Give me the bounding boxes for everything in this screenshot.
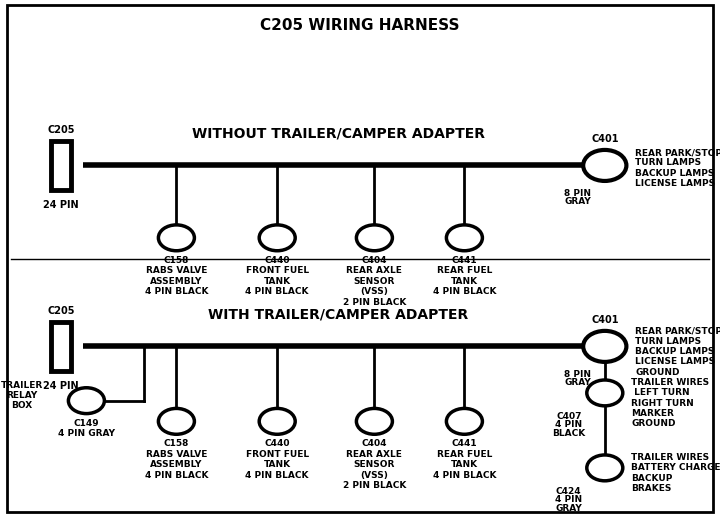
Text: BACKUP LAMPS: BACKUP LAMPS (635, 347, 714, 356)
Circle shape (259, 408, 295, 434)
Circle shape (587, 380, 623, 406)
Text: BLACK: BLACK (552, 429, 585, 437)
Text: LEFT TURN: LEFT TURN (631, 388, 690, 398)
Text: MARKER: MARKER (631, 409, 675, 418)
Text: BRAKES: BRAKES (631, 484, 672, 493)
Text: GROUND: GROUND (631, 419, 676, 429)
Text: C158
RABS VALVE
ASSEMBLY
4 PIN BLACK: C158 RABS VALVE ASSEMBLY 4 PIN BLACK (145, 256, 208, 296)
Circle shape (587, 455, 623, 481)
Circle shape (583, 331, 626, 362)
Text: 8 PIN: 8 PIN (564, 370, 591, 378)
Text: BATTERY CHARGE: BATTERY CHARGE (631, 463, 720, 473)
Text: TRAILER WIRES: TRAILER WIRES (631, 453, 710, 462)
Text: C440
FRONT FUEL
TANK
4 PIN BLACK: C440 FRONT FUEL TANK 4 PIN BLACK (246, 439, 309, 480)
Text: GRAY: GRAY (564, 197, 591, 206)
Bar (51, 322, 71, 371)
Text: TRAILER
RELAY
BOX: TRAILER RELAY BOX (1, 381, 42, 410)
Bar (51, 141, 71, 190)
Text: C424: C424 (556, 487, 582, 496)
Circle shape (68, 388, 104, 414)
Text: RIGHT TURN: RIGHT TURN (631, 399, 694, 408)
Text: C149
4 PIN GRAY: C149 4 PIN GRAY (58, 419, 115, 438)
Text: GROUND: GROUND (635, 368, 680, 377)
Text: TURN LAMPS: TURN LAMPS (635, 337, 701, 346)
Text: 8 PIN: 8 PIN (564, 189, 591, 197)
Text: C401: C401 (591, 134, 618, 144)
Text: C441
REAR FUEL
TANK
4 PIN BLACK: C441 REAR FUEL TANK 4 PIN BLACK (433, 256, 496, 296)
Text: WITHOUT TRAILER/CAMPER ADAPTER: WITHOUT TRAILER/CAMPER ADAPTER (192, 126, 485, 141)
Text: REAR PARK/STOP: REAR PARK/STOP (635, 148, 720, 157)
Text: 24 PIN: 24 PIN (43, 200, 79, 210)
Text: C205 WIRING HARNESS: C205 WIRING HARNESS (260, 18, 460, 34)
Text: C158
RABS VALVE
ASSEMBLY
4 PIN BLACK: C158 RABS VALVE ASSEMBLY 4 PIN BLACK (145, 439, 208, 480)
Text: 4 PIN: 4 PIN (555, 420, 582, 429)
Text: C407: C407 (556, 412, 582, 421)
Text: C205: C205 (48, 125, 75, 134)
Text: GRAY: GRAY (564, 378, 591, 387)
Text: REAR PARK/STOP: REAR PARK/STOP (635, 326, 720, 336)
Text: C440
FRONT FUEL
TANK
4 PIN BLACK: C440 FRONT FUEL TANK 4 PIN BLACK (246, 256, 309, 296)
Text: LICENSE LAMPS: LICENSE LAMPS (635, 357, 715, 367)
Circle shape (446, 225, 482, 251)
Text: C404
REAR AXLE
SENSOR
(VSS)
2 PIN BLACK: C404 REAR AXLE SENSOR (VSS) 2 PIN BLACK (343, 439, 406, 490)
Text: 4 PIN: 4 PIN (555, 495, 582, 504)
Text: TURN LAMPS: TURN LAMPS (635, 158, 701, 168)
Text: C441
REAR FUEL
TANK
4 PIN BLACK: C441 REAR FUEL TANK 4 PIN BLACK (433, 439, 496, 480)
Text: C205: C205 (48, 306, 75, 315)
Text: C401: C401 (591, 315, 618, 325)
Circle shape (356, 225, 392, 251)
Text: TRAILER WIRES: TRAILER WIRES (631, 378, 710, 387)
Circle shape (446, 408, 482, 434)
Text: BACKUP LAMPS: BACKUP LAMPS (635, 169, 714, 178)
Circle shape (158, 225, 194, 251)
Circle shape (259, 225, 295, 251)
Text: LICENSE LAMPS: LICENSE LAMPS (635, 179, 715, 188)
Text: GRAY: GRAY (555, 504, 582, 512)
Text: 24 PIN: 24 PIN (43, 382, 79, 391)
Circle shape (356, 408, 392, 434)
Circle shape (158, 408, 194, 434)
Text: WITH TRAILER/CAMPER ADAPTER: WITH TRAILER/CAMPER ADAPTER (208, 307, 469, 322)
Text: C404
REAR AXLE
SENSOR
(VSS)
2 PIN BLACK: C404 REAR AXLE SENSOR (VSS) 2 PIN BLACK (343, 256, 406, 307)
Text: BACKUP: BACKUP (631, 474, 672, 483)
Circle shape (583, 150, 626, 181)
